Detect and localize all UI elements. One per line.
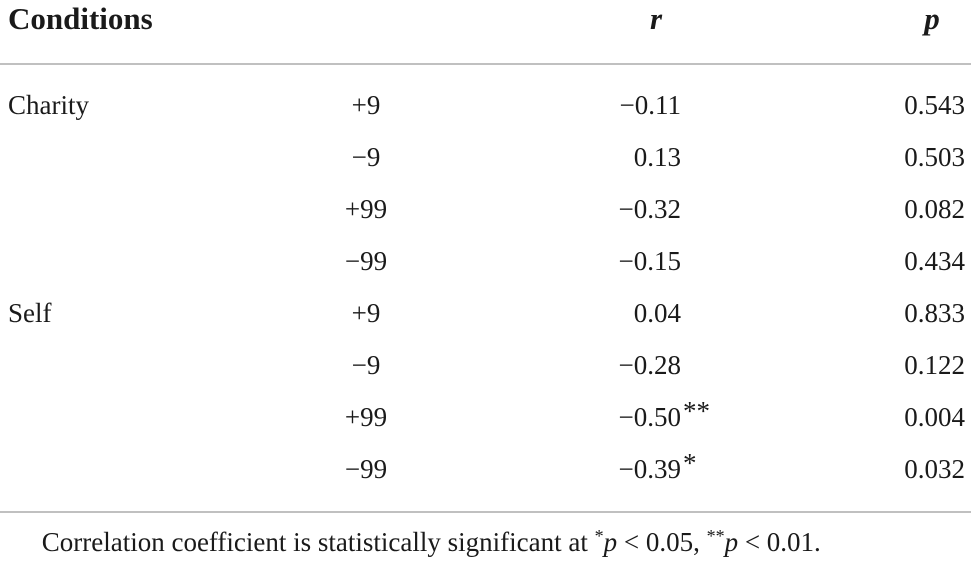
r-value: 0.13 xyxy=(634,142,681,172)
footnote-p: p xyxy=(602,527,618,557)
footnote: Correlation coefficient is statistically… xyxy=(8,526,841,557)
p-value: 0.082 xyxy=(904,194,965,224)
p-value: 0.032 xyxy=(904,454,965,484)
p-value: 0.503 xyxy=(904,142,965,172)
header-conditions: Conditions xyxy=(8,1,153,36)
footnote-stars: * xyxy=(595,526,604,546)
p-value: 0.434 xyxy=(904,246,965,276)
footnote-stars: ** xyxy=(707,526,725,546)
group-label: Self xyxy=(8,298,52,328)
p-value: 0.004 xyxy=(904,402,965,432)
condition: +99 xyxy=(345,402,387,432)
condition: −9 xyxy=(352,142,381,172)
r-value: −0.11 xyxy=(620,90,681,120)
significance: ** xyxy=(683,396,710,426)
p-value: 0.833 xyxy=(904,298,965,328)
footnote-p: p xyxy=(723,527,739,557)
group-label: Charity xyxy=(8,90,89,120)
footnote-text: Correlation coefficient is statistically… xyxy=(42,527,595,557)
r-value: −0.39 xyxy=(619,454,681,484)
condition: +99 xyxy=(345,194,387,224)
r-value: 0.04 xyxy=(634,298,682,328)
footnote-text: < 0.05, xyxy=(617,527,706,557)
p-value: 0.543 xyxy=(904,90,965,120)
r-value: −0.32 xyxy=(619,194,681,224)
r-value: −0.50 xyxy=(619,402,681,432)
footnote-text: < 0.01. xyxy=(738,527,821,557)
condition: −9 xyxy=(352,350,381,380)
condition: −99 xyxy=(345,454,387,484)
r-value: −0.28 xyxy=(619,350,681,380)
p-value: 0.122 xyxy=(904,350,965,380)
condition: +9 xyxy=(352,90,381,120)
significance: * xyxy=(683,448,697,478)
condition: −99 xyxy=(345,246,387,276)
condition: +9 xyxy=(352,298,381,328)
header-r: r xyxy=(650,1,663,36)
header-p: p xyxy=(921,1,940,36)
r-value: −0.15 xyxy=(619,246,681,276)
